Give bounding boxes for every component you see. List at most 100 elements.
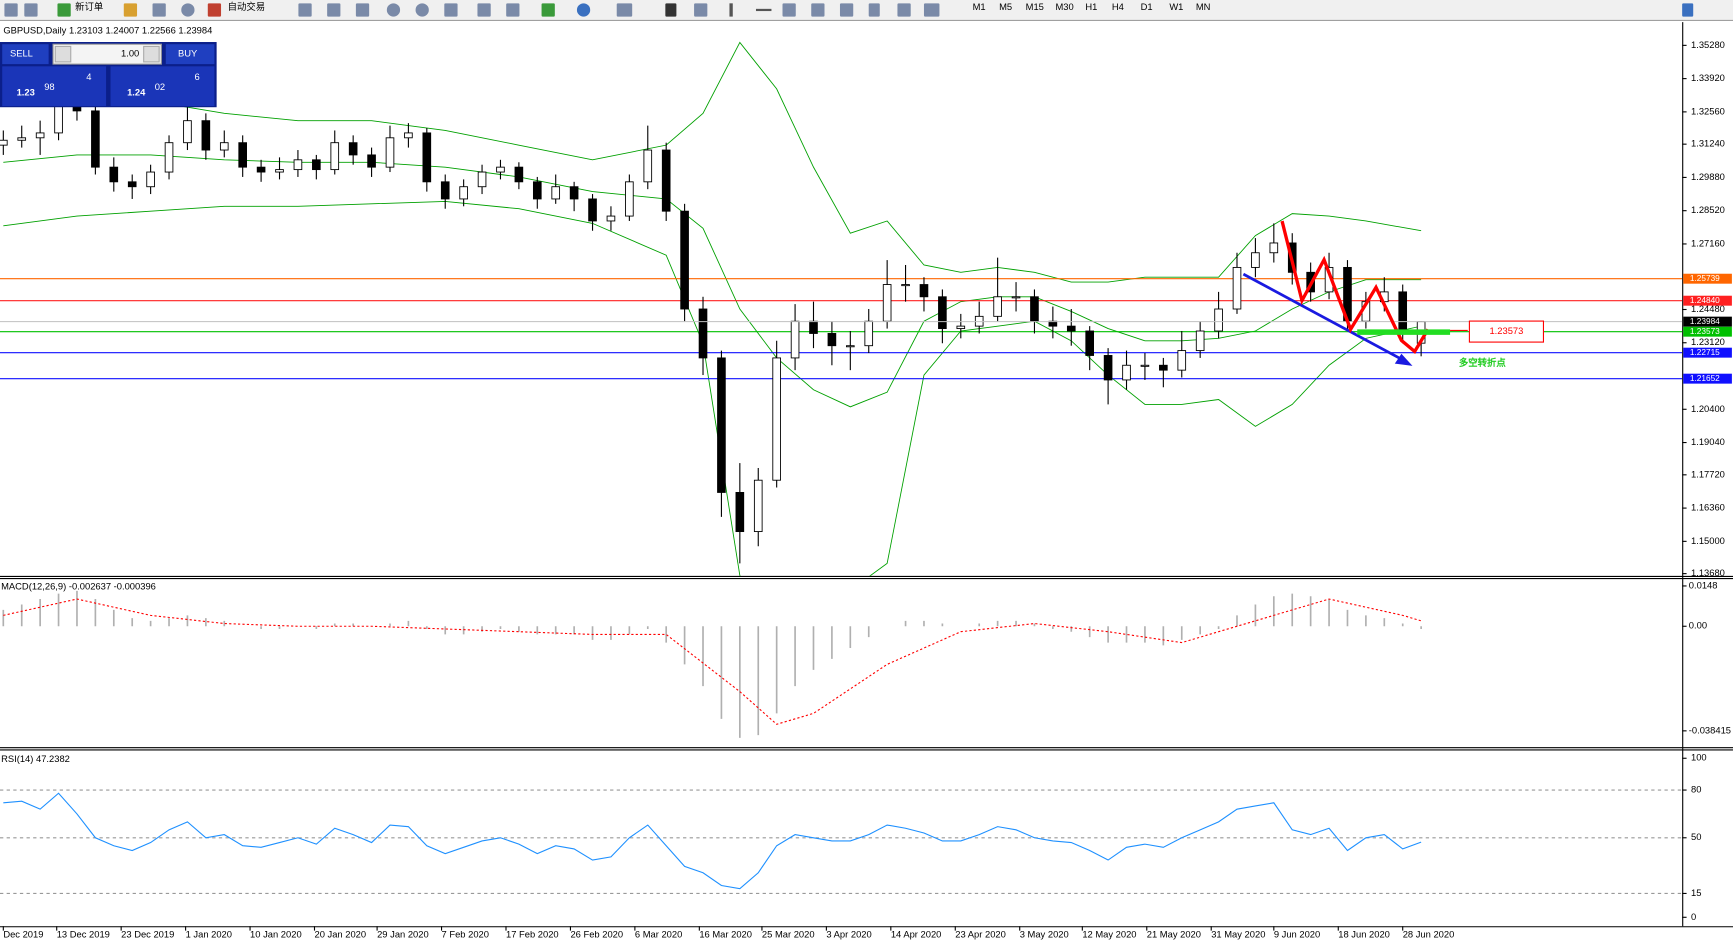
timeframe-button[interactable]: H4 <box>1112 1 1124 12</box>
candle-body <box>809 320 818 334</box>
y-tick-label: 80 <box>1691 784 1701 795</box>
timeframe-button[interactable]: M15 <box>1026 1 1044 12</box>
icon[interactable] <box>152 3 166 17</box>
ask-point[interactable]: 6 <box>195 71 200 82</box>
candle-body <box>1195 330 1205 352</box>
timeframe-button[interactable]: M5 <box>999 1 1012 12</box>
sell-button[interactable] <box>2 44 49 65</box>
candle-body <box>846 345 855 348</box>
candle-body <box>514 166 524 183</box>
icon[interactable] <box>782 3 796 17</box>
ask-box[interactable] <box>110 66 215 107</box>
candle-body <box>109 166 119 183</box>
candle-body <box>238 142 247 168</box>
x-tick-label: 3 May 2020 <box>1020 929 1069 940</box>
y-tick-label: 1.24480 <box>1691 303 1725 314</box>
candle-body <box>1140 364 1150 367</box>
icon[interactable] <box>444 3 458 17</box>
x-tick-label: 29 Jan 2020 <box>377 929 429 940</box>
current-price-label: 1.23984 <box>1690 317 1720 326</box>
x-tick-label: 23 Apr 2020 <box>955 929 1006 940</box>
icon[interactable] <box>665 3 677 17</box>
y-tick-label: 1.23120 <box>1691 336 1725 347</box>
icon[interactable] <box>1682 3 1694 17</box>
trade-panel <box>0 42 217 108</box>
chart-title: GBPUSD,Daily 1.23103 1.24007 1.22566 1.2… <box>3 24 212 35</box>
icon[interactable] <box>477 3 491 17</box>
icon[interactable] <box>729 3 733 17</box>
icon[interactable] <box>355 3 370 17</box>
icon[interactable] <box>616 3 633 17</box>
x-tick-label: Dec 2019 <box>3 929 43 940</box>
candle-body <box>404 132 413 139</box>
bid-point[interactable]: 4 <box>86 71 91 82</box>
icon[interactable] <box>868 3 880 17</box>
zigzag-line <box>1280 220 1430 354</box>
icon[interactable] <box>839 3 854 17</box>
candle-body <box>348 142 358 156</box>
lot-input[interactable] <box>52 43 162 65</box>
icon[interactable] <box>181 3 195 17</box>
icon[interactable] <box>327 3 341 17</box>
buy-label[interactable]: BUY <box>178 48 198 59</box>
ask-pips[interactable]: 02 <box>155 81 165 92</box>
ask-prefix[interactable]: 1.24 <box>127 86 146 97</box>
icon[interactable] <box>694 3 708 17</box>
lot-value[interactable]: 1.00 <box>121 48 139 59</box>
candle-body <box>772 357 781 481</box>
sell-label[interactable]: SELL <box>10 48 33 59</box>
icon[interactable] <box>24 3 38 17</box>
y-tick-label: 0.00 <box>1689 620 1707 631</box>
bid-prefix[interactable]: 1.23 <box>17 86 35 97</box>
candle-body <box>551 186 561 200</box>
candle-body <box>717 357 726 493</box>
x-tick-label: 20 Jan 2020 <box>314 929 366 940</box>
timeframe-button[interactable]: M1 <box>973 1 986 12</box>
candle-body <box>569 186 579 200</box>
x-tick-label: 31 May 2020 <box>1211 929 1265 940</box>
icon[interactable] <box>57 3 71 17</box>
candle-body <box>1103 355 1113 381</box>
lot-up[interactable] <box>143 45 160 63</box>
icon[interactable] <box>207 3 222 17</box>
timeframe-button[interactable]: M30 <box>1055 1 1073 12</box>
icon[interactable] <box>541 3 555 17</box>
candle-body <box>91 110 100 168</box>
x-tick-label: 7 Feb 2020 <box>442 929 489 940</box>
lot-down[interactable] <box>54 45 72 63</box>
candle-body <box>496 166 505 173</box>
buy-button[interactable] <box>165 44 215 65</box>
icon[interactable] <box>576 3 591 17</box>
y-tick-label: 1.27160 <box>1691 237 1725 248</box>
auto-trading-button[interactable]: 自动交易 <box>228 1 266 13</box>
candle-body <box>219 142 229 151</box>
bid-box[interactable] <box>2 66 107 107</box>
y-tick-label: 1.33920 <box>1691 72 1725 83</box>
timeframe-button[interactable]: W1 <box>1169 1 1183 12</box>
icon[interactable] <box>123 3 138 17</box>
new-order-button[interactable]: 新订单 <box>75 1 103 13</box>
icon[interactable] <box>386 3 401 17</box>
macd-panel <box>2 590 1422 738</box>
icon[interactable] <box>298 3 312 17</box>
candle-body <box>183 120 192 144</box>
icon[interactable] <box>811 3 825 17</box>
x-tick-label: 26 Feb 2020 <box>570 929 623 940</box>
bid-pips[interactable]: 98 <box>44 81 54 92</box>
icon[interactable] <box>755 8 772 12</box>
timeframe-button[interactable]: MN <box>1196 1 1211 12</box>
icon[interactable] <box>4 3 18 17</box>
hand-drawn-annotations <box>1242 220 1545 366</box>
icon[interactable] <box>506 3 520 17</box>
rsi-panel <box>0 789 1683 894</box>
candle-body <box>477 171 487 188</box>
icon[interactable] <box>923 3 940 17</box>
candle-body <box>938 296 947 330</box>
price-level-label: 1.21652 <box>1690 374 1720 383</box>
timeframe-button[interactable]: D1 <box>1141 1 1153 12</box>
timeframe-button[interactable]: H1 <box>1085 1 1097 12</box>
icon[interactable] <box>415 3 429 17</box>
icon[interactable] <box>897 3 911 17</box>
